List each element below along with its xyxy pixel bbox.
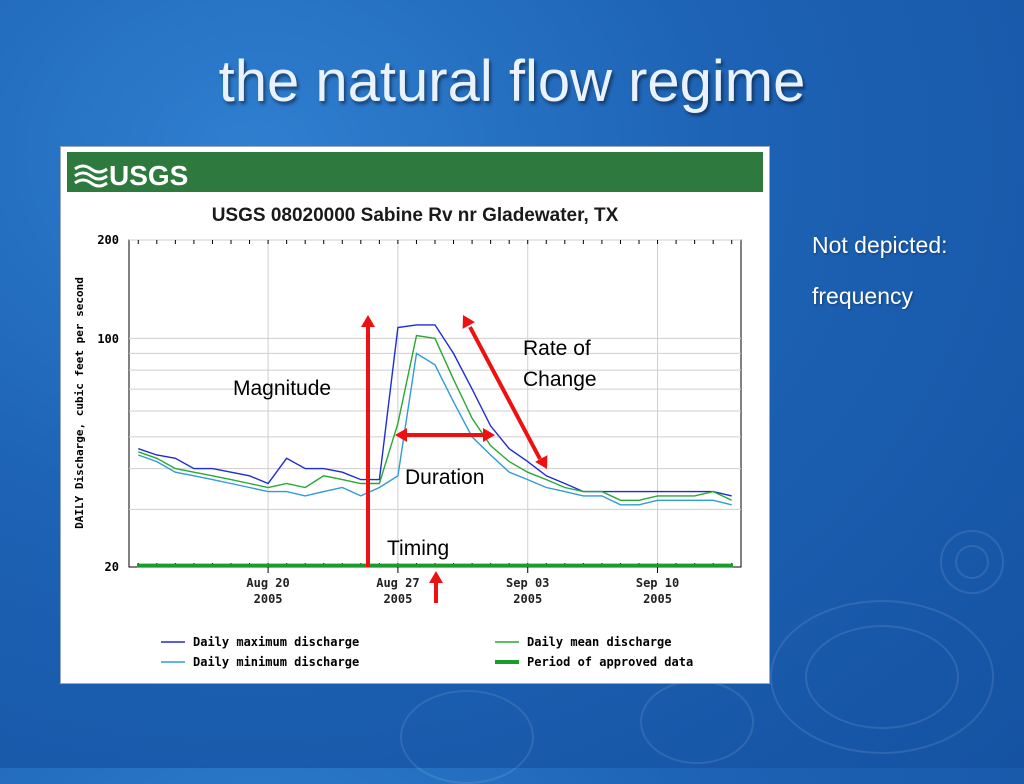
- hydrograph-svg: USGS USGS 08020000 Sabine Rv nr Gladewat…: [67, 152, 763, 669]
- legend-label-approved: Period of approved data: [527, 655, 693, 669]
- annotation-rate-of-change-line1: Rate of: [523, 337, 591, 360]
- note-not-depicted: Not depicted:: [812, 232, 948, 258]
- ripple-decoration: [770, 600, 994, 754]
- x-tick-label: Aug 27: [376, 576, 419, 590]
- annotation-magnitude: Magnitude: [233, 377, 331, 400]
- y-axis-label: DAILY Discharge, cubic feet per second: [73, 277, 86, 529]
- x-tick-year: 2005: [513, 592, 542, 606]
- plot-area: [128, 239, 742, 568]
- rate-arrow-head-down: [535, 455, 548, 469]
- series-line-max: [138, 324, 732, 497]
- timing-arrow-head: [429, 571, 443, 583]
- annotation-duration: Duration: [405, 466, 484, 489]
- annotation-arrows: [361, 315, 548, 603]
- x-tick-year: 2005: [254, 592, 283, 606]
- usgs-header-bar: [67, 152, 763, 192]
- legend-label-min: Daily minimum discharge: [193, 655, 359, 669]
- x-tick-year: 2005: [383, 592, 412, 606]
- series-layer: [138, 324, 732, 506]
- duration-arrow-head-right: [483, 428, 495, 442]
- x-tick-label: Sep 03: [506, 576, 549, 590]
- rate-arrow-shaft: [468, 326, 542, 460]
- x-ticks: Aug 20 2005 Aug 27 2005 Sep 03 2005 Sep 10 2005: [246, 567, 679, 606]
- slide-title: the natural flow regime: [218, 49, 806, 114]
- y-tick-label: 20: [105, 560, 119, 574]
- legend: Daily maximum discharge Daily minimum di…: [161, 635, 693, 669]
- duration-arrow-head-left: [395, 428, 407, 442]
- y-tick-label: 200: [97, 233, 119, 247]
- x-tick-label: Aug 20: [246, 576, 289, 590]
- ripple-decoration: [640, 680, 754, 764]
- annotation-rate-of-change-line2: Change: [523, 368, 597, 391]
- x-tick-year: 2005: [643, 592, 672, 606]
- usgs-logo-text: USGS: [109, 160, 188, 191]
- legend-label-mean: Daily mean discharge: [527, 635, 672, 649]
- ripple-decoration: [940, 530, 1004, 594]
- usgs-chart-panel: USGS USGS 08020000 Sabine Rv nr Gladewat…: [60, 146, 770, 684]
- ripple-decoration: [805, 625, 959, 729]
- chart-title: USGS 08020000 Sabine Rv nr Gladewater, T…: [212, 205, 619, 226]
- x-tick-label: Sep 10: [636, 576, 679, 590]
- series-line-min: [138, 352, 732, 506]
- annotation-timing: Timing: [387, 537, 449, 560]
- magnitude-arrow-head: [361, 315, 375, 327]
- y-tick-label: 100: [97, 332, 119, 346]
- legend-label-max: Daily maximum discharge: [193, 635, 359, 649]
- ripple-decoration: [955, 545, 989, 579]
- series-line-mean: [138, 334, 732, 501]
- rate-arrow-head-up: [462, 315, 475, 329]
- ripple-decoration: [400, 690, 534, 784]
- usgs-logo-icon: [74, 164, 108, 188]
- note-frequency: frequency: [812, 283, 914, 309]
